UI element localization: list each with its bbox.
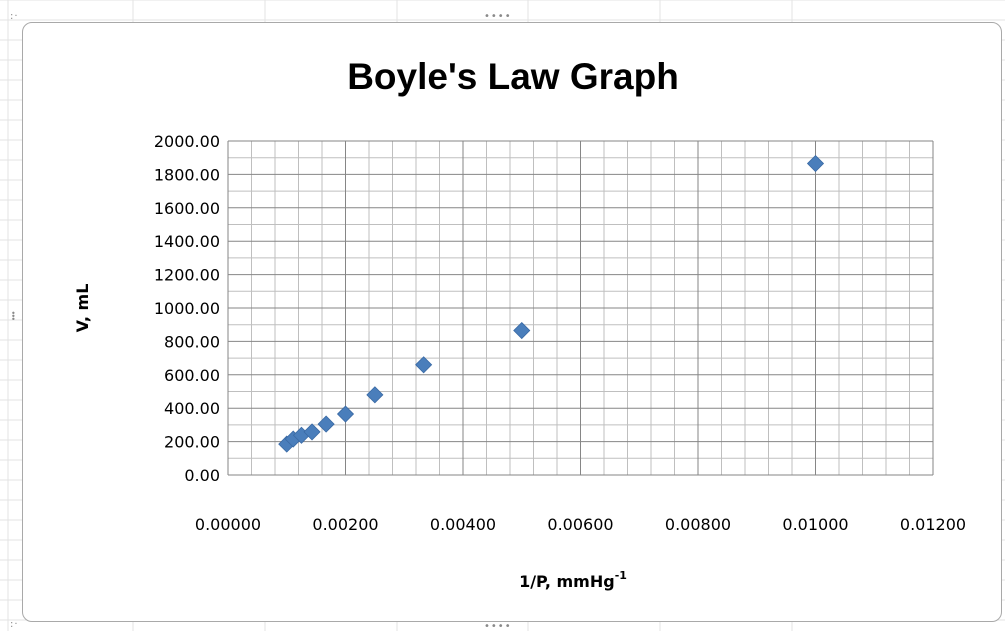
- data-point: [366, 386, 384, 404]
- y-tick-label: 2000.00: [154, 132, 220, 151]
- scatter-plot: Boyle's Law Graph 0.00 200.00 400.00 600.00…: [73, 56, 966, 591]
- resize-handle-bottom-left[interactable]: :·: [10, 619, 19, 630]
- data-point: [317, 415, 335, 433]
- data-point: [806, 154, 825, 173]
- x-tick-label: 0.00400: [430, 515, 496, 534]
- y-tick-label: 800.00: [164, 332, 220, 351]
- data-point: [336, 405, 355, 423]
- x-axis-title: 1/P, mmHg-1: [519, 569, 627, 591]
- y-axis-title: V, mL: [73, 284, 92, 333]
- y-tick-label: 1600.00: [154, 199, 220, 218]
- chart-title: Boyle's Law Graph: [347, 56, 679, 97]
- data-point: [415, 356, 433, 374]
- y-tick-label: 200.00: [164, 433, 220, 452]
- y-axis-tick-labels: 0.00 200.00 400.00 600.00 800.00 1000.00 1200.…: [154, 132, 220, 485]
- x-tick-label: 0.01200: [900, 515, 966, 534]
- y-tick-label: 0.00: [184, 466, 220, 485]
- resize-handle-top[interactable]: ••••: [484, 11, 512, 22]
- x-tick-label: 0.00800: [665, 515, 731, 534]
- resize-handle-bottom[interactable]: ••••: [484, 621, 512, 632]
- x-tick-label: 0.00200: [312, 515, 378, 534]
- x-tick-label: 0.01000: [782, 515, 848, 534]
- resize-handle-left[interactable]: • • •: [11, 309, 17, 324]
- resize-handle-top-left[interactable]: :·: [10, 11, 19, 22]
- chart-area[interactable]: Boyle's Law Graph 0.00 200.00 400.00 600.00…: [22, 22, 1002, 622]
- y-tick-label: 1000.00: [154, 299, 220, 318]
- y-tick-label: 1800.00: [154, 165, 220, 184]
- y-tick-label: 400.00: [164, 399, 220, 418]
- data-point: [513, 321, 531, 340]
- y-tick-label: 1400.00: [154, 232, 220, 251]
- y-tick-label: 600.00: [164, 366, 220, 385]
- x-axis-tick-labels: 0.00000 0.00200 0.00400 0.00600 0.00800 0.010…: [195, 515, 966, 534]
- x-tick-label: 0.00600: [547, 515, 613, 534]
- data-point: [303, 423, 321, 441]
- data-points: [278, 154, 825, 453]
- x-tick-label: 0.00000: [195, 515, 261, 534]
- major-gridlines: [227, 140, 934, 476]
- y-tick-label: 1200.00: [154, 266, 220, 285]
